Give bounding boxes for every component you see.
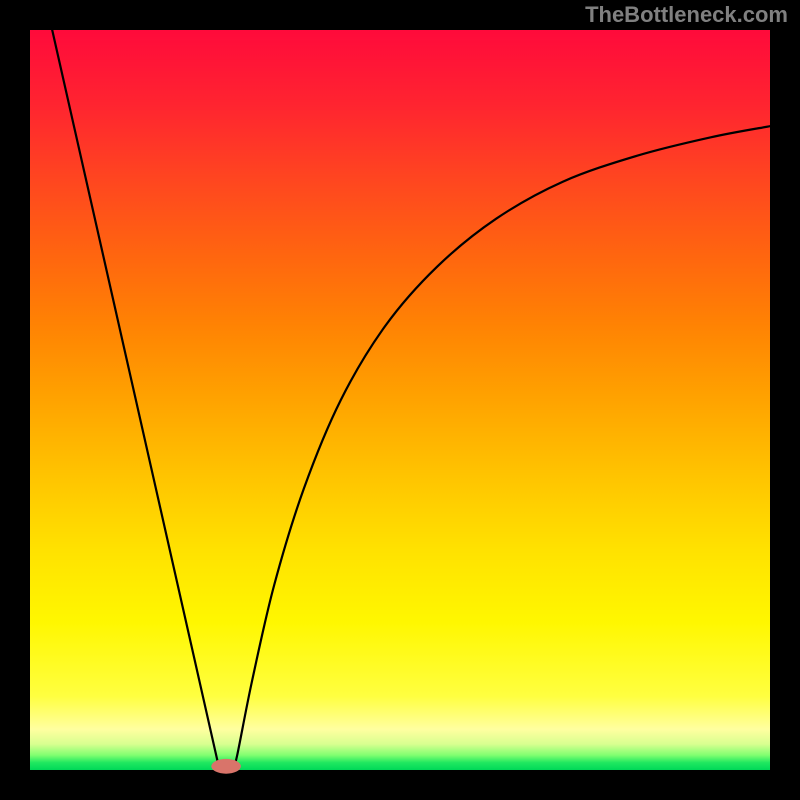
- chart-svg: [0, 0, 800, 800]
- chart-container: TheBottleneck.com: [0, 0, 800, 800]
- optimum-marker: [211, 759, 241, 774]
- watermark-text: TheBottleneck.com: [585, 2, 788, 28]
- chart-gradient-background: [30, 30, 770, 770]
